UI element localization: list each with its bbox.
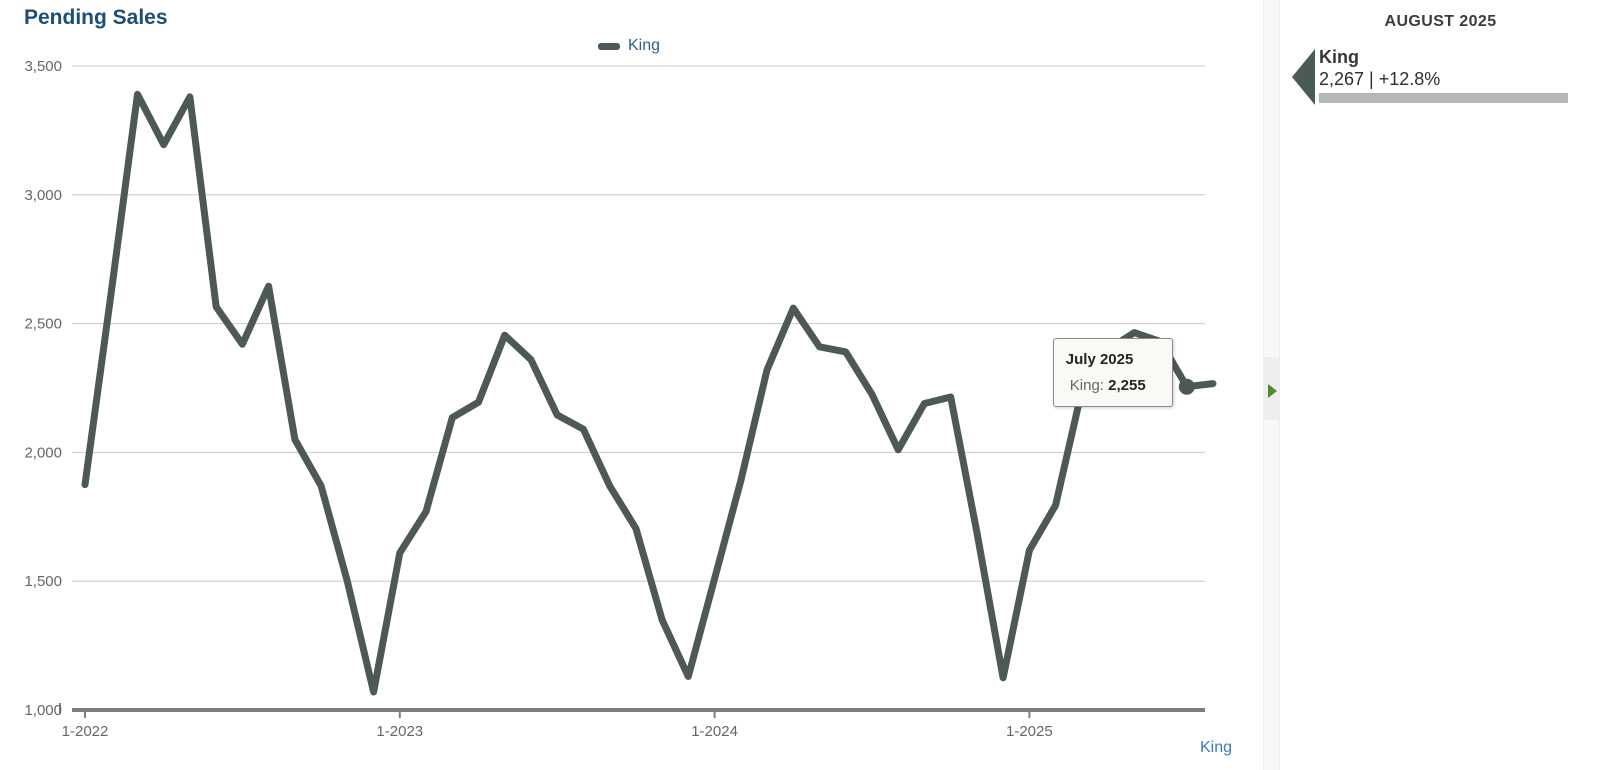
left-pointer-icon	[1292, 49, 1315, 105]
x-axis-label: 1-2024	[691, 723, 738, 740]
x-axis-label: 1-2022	[62, 723, 109, 740]
y-axis-label: 3,000	[24, 187, 62, 204]
legend-swatch-icon	[598, 42, 620, 50]
tooltip-series-row: King: 2,255	[1066, 376, 1172, 395]
summary-side-panel: AUGUST 2025 King 2,267 | +12.8%	[1281, 0, 1600, 770]
tooltip-title: July 2025	[1065, 350, 1134, 368]
side-panel-entry-king[interactable]: King 2,267 | +12.8%	[1281, 46, 1600, 110]
tooltip: July 2025 King: 2,255	[1052, 337, 1173, 407]
highlighted-point-marker[interactable]	[1178, 378, 1195, 395]
y-axis-label: 2,500	[24, 316, 62, 333]
x-axis-label: 1-2023	[376, 723, 423, 740]
series-line-king[interactable]	[81, 90, 1217, 696]
x-axis-label: 1-2025	[1006, 723, 1053, 740]
expand-right-arrow-icon	[1268, 384, 1277, 398]
tooltip-value: 2,255	[1108, 376, 1146, 394]
entry-series-name: King	[1319, 47, 1359, 67]
series-footer-link-king[interactable]: King	[1199, 739, 1232, 756]
y-axis-label: 2,000	[24, 444, 62, 461]
side-panel-month-header: AUGUST 2025	[1384, 13, 1497, 30]
y-axis-label: 1,500	[24, 573, 62, 590]
y-axis-label: 1,000	[24, 702, 62, 719]
legend-item-king[interactable]: King	[598, 37, 660, 55]
legend-label: King	[628, 37, 661, 54]
tooltip-series-label: King:	[1069, 376, 1104, 394]
chart-canvas[interactable]: 1,000 1,500 2,000 2,500 3,000 3,500 1-2022 1-20…	[0, 0, 1240, 770]
chart-title: Pending Sales	[24, 6, 168, 29]
entry-value-line: 2,267 | +12.8%	[1319, 69, 1441, 89]
y-axis-label: 3,500	[24, 58, 62, 75]
side-panel-toggle-strip[interactable]	[1263, 0, 1280, 770]
entry-magnitude-bar	[1319, 93, 1568, 103]
